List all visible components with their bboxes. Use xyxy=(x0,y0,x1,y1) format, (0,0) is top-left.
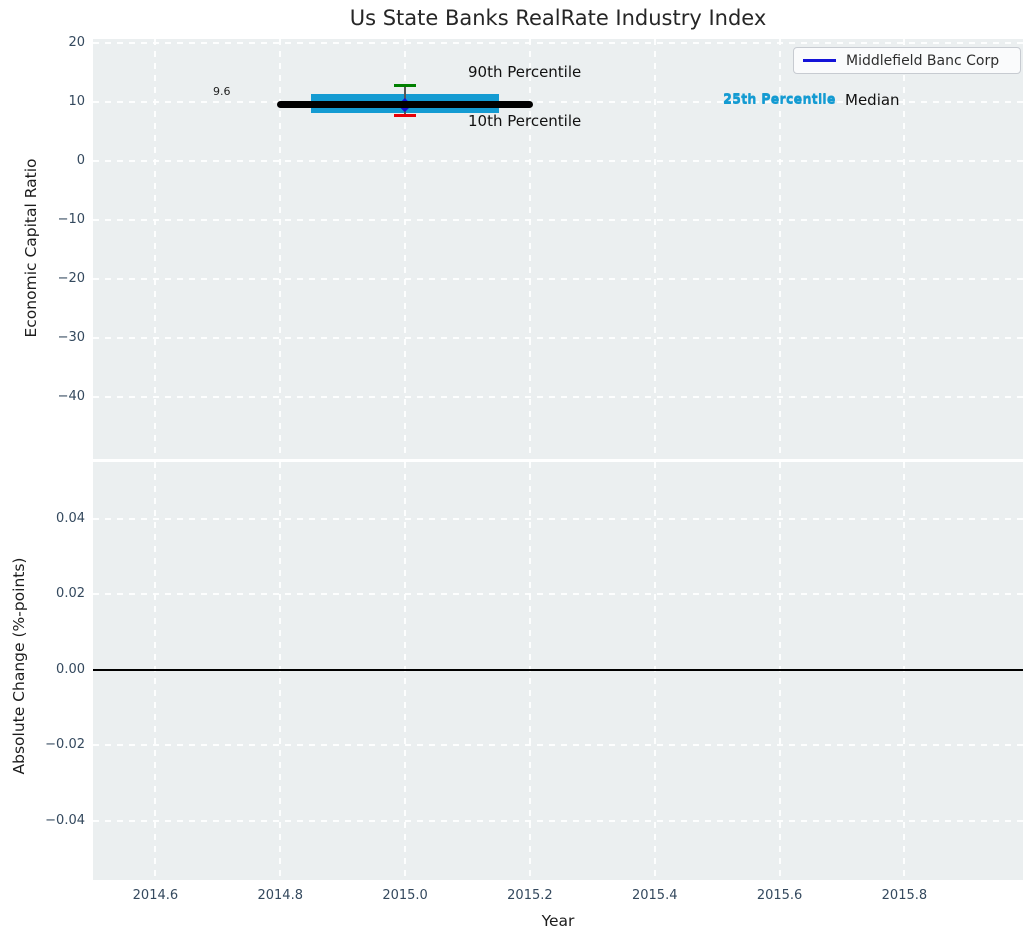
x-tick-label: 2015.4 xyxy=(631,888,678,903)
y-tick-label: −0.02 xyxy=(45,737,85,753)
legend-line-sample xyxy=(803,59,836,62)
gridline-vertical xyxy=(778,39,781,459)
zero-line xyxy=(93,668,1023,671)
gridline-vertical xyxy=(528,462,531,880)
x-tick-label: 2015.0 xyxy=(382,888,428,903)
p90-annotation: 90th Percentile xyxy=(468,63,582,81)
x-tick-label: 2015.2 xyxy=(507,888,553,903)
median-annotation: Median xyxy=(845,91,900,109)
bottom-y-axis-label: Absolute Change (%-points) xyxy=(10,557,28,775)
gridline-vertical xyxy=(154,462,157,880)
y-tick-label: 0.02 xyxy=(56,586,85,602)
y-tick-label: 10 xyxy=(68,94,85,110)
y-tick-label: −0.04 xyxy=(45,812,85,828)
y-tick-label: 0.00 xyxy=(56,661,85,677)
legend-label: Middlefield Banc Corp xyxy=(846,52,1000,69)
y-tick-label: −10 xyxy=(57,212,85,228)
gridline-horizontal xyxy=(93,396,1023,399)
gridline-vertical xyxy=(653,462,656,880)
y-tick-label: −40 xyxy=(57,389,85,405)
gridline-horizontal xyxy=(93,219,1023,222)
gridline-horizontal xyxy=(93,517,1023,520)
gridline-vertical xyxy=(778,462,781,880)
gridline-vertical xyxy=(279,462,282,880)
top-plot-area xyxy=(93,39,1023,459)
gridline-vertical xyxy=(653,39,656,459)
y-tick-label: 20 xyxy=(68,35,85,51)
x-axis-label: Year xyxy=(541,912,575,930)
gridline-vertical xyxy=(279,39,282,459)
gridline-horizontal xyxy=(93,278,1023,281)
x-tick-label: 2014.8 xyxy=(257,888,303,903)
p10-annotation: 10th Percentile xyxy=(468,112,582,130)
top-y-axis-label: Economic Capital Ratio xyxy=(22,158,40,338)
x-tick-label: 2015.6 xyxy=(756,888,803,903)
gridline-vertical xyxy=(903,462,906,880)
gridline-vertical xyxy=(528,39,531,459)
gridline-horizontal xyxy=(93,101,1023,104)
p25-annotation: 25th Percentile xyxy=(723,92,836,107)
x-tick-label: 2015.8 xyxy=(881,888,928,903)
gridline-horizontal xyxy=(93,42,1023,45)
gridline-horizontal xyxy=(93,593,1023,596)
legend: Middlefield Banc Corp xyxy=(793,47,1021,74)
y-tick-label: 0 xyxy=(76,153,85,169)
gridline-vertical xyxy=(404,39,407,459)
gridline-vertical xyxy=(404,462,407,880)
y-tick-label: 0.04 xyxy=(56,510,85,526)
gridline-horizontal xyxy=(93,160,1023,163)
median-value-label: 9.6 xyxy=(213,85,231,98)
chart-title: Us State Banks RealRate Industry Index xyxy=(349,6,767,30)
gridline-horizontal xyxy=(93,819,1023,822)
y-tick-label: −30 xyxy=(57,330,85,346)
p10-cap xyxy=(394,113,416,117)
gridline-horizontal xyxy=(93,337,1023,340)
p90-cap xyxy=(394,84,416,88)
gridline-vertical xyxy=(903,39,906,459)
gridline-vertical xyxy=(154,39,157,459)
x-tick-label: 2014.6 xyxy=(132,888,179,903)
bottom-plot-area xyxy=(93,462,1023,880)
gridline-horizontal xyxy=(93,744,1023,747)
y-tick-label: −20 xyxy=(57,271,85,287)
median-line xyxy=(276,100,534,108)
